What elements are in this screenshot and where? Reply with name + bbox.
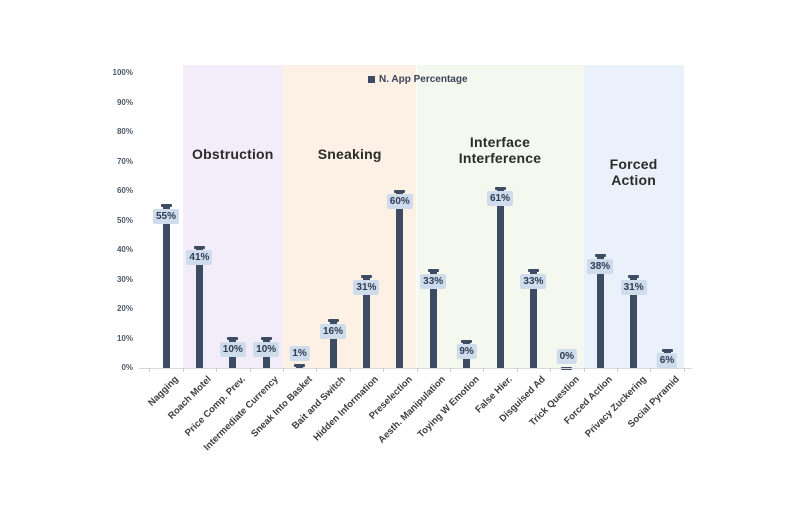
bar	[396, 191, 404, 368]
category-band	[282, 65, 417, 368]
bar-value-label: 16%	[319, 323, 347, 339]
bar-marker	[227, 337, 239, 340]
bar	[596, 255, 604, 368]
bar-marker	[294, 363, 306, 367]
bar	[496, 188, 504, 368]
bar-marker	[628, 275, 640, 279]
y-tick-label: 30%	[116, 274, 133, 284]
legend-swatch-icon	[368, 76, 375, 83]
bar-marker	[327, 319, 339, 323]
bar	[362, 276, 370, 368]
bar-value-label: 31%	[353, 279, 380, 295]
x-axis-tick	[249, 368, 251, 372]
band-title: Forced Action	[609, 156, 658, 188]
y-tick-label: 80%	[116, 127, 133, 136]
x-axis-tick	[516, 368, 518, 372]
y-tick-label: 50%	[116, 215, 133, 225]
x-axis-tick	[550, 368, 552, 372]
legend-label: N. App Percentage	[379, 74, 468, 85]
bar-marker	[427, 269, 439, 273]
bar-value-label: 10%	[219, 341, 246, 357]
bar	[429, 270, 437, 368]
bar-marker	[494, 186, 506, 190]
legend: N. App Percentage	[368, 74, 468, 85]
y-tick-label: 60%	[116, 186, 133, 195]
x-axis-tick	[583, 368, 585, 372]
bar	[329, 320, 337, 368]
x-axis-tick	[349, 368, 351, 372]
bar-value-label: 61%	[486, 191, 514, 207]
bar-value-label: 60%	[386, 194, 413, 209]
bar-value-label: 38%	[587, 258, 614, 274]
x-axis-tick	[316, 368, 318, 372]
bar-value-label: 33%	[520, 273, 547, 289]
band-title: Interface Interference	[458, 134, 542, 166]
bar-value-label: 31%	[620, 279, 647, 295]
x-axis-tick	[616, 368, 618, 372]
bar	[162, 205, 170, 368]
bar	[529, 270, 537, 368]
bar-value-label: 0%	[556, 349, 578, 364]
bar-value-label: 41%	[186, 250, 213, 266]
plot-area: Obstruction Sneaking Interface Interferenc…	[140, 65, 687, 370]
bar-value-label: 33%	[420, 273, 447, 289]
bar-value-label: 55%	[152, 208, 180, 224]
x-axis-tick	[216, 368, 218, 372]
y-tick-label: 0%	[121, 363, 133, 372]
bar-marker	[461, 339, 473, 343]
band-title: Sneaking	[317, 146, 382, 162]
bar-marker	[360, 275, 372, 279]
y-tick-label: 20%	[116, 304, 133, 313]
x-axis-tick	[483, 368, 485, 372]
bar-marker	[527, 269, 539, 273]
bar-marker	[193, 245, 205, 249]
bar-value-label: 6%	[656, 353, 678, 369]
bar-marker	[160, 204, 172, 208]
bar-marker	[394, 189, 406, 193]
x-axis-tick	[449, 368, 451, 372]
x-axis-tick	[149, 368, 151, 372]
bar-value-label: 1%	[289, 346, 310, 362]
bar	[630, 276, 638, 368]
x-axis-tick	[650, 368, 652, 372]
y-tick-label: 40%	[116, 245, 133, 254]
x-axis-tick	[683, 368, 685, 372]
y-tick-label: 90%	[116, 97, 133, 107]
bar	[195, 247, 203, 368]
bar-marker	[661, 348, 673, 352]
x-axis-tick	[182, 368, 184, 372]
x-axis-tick	[416, 368, 418, 372]
x-axis-line	[139, 368, 692, 369]
x-axis-tick	[383, 368, 385, 372]
bar-marker	[594, 254, 606, 258]
bar-marker	[260, 337, 272, 340]
y-tick-label: 100%	[112, 68, 133, 77]
x-axis-tick	[282, 368, 284, 372]
bar-value-label: 10%	[253, 341, 280, 357]
band-title: Obstruction	[192, 146, 274, 162]
bar-value-label: 9%	[456, 344, 477, 360]
y-tick-label: 70%	[116, 156, 133, 166]
y-tick-label: 10%	[116, 333, 133, 343]
